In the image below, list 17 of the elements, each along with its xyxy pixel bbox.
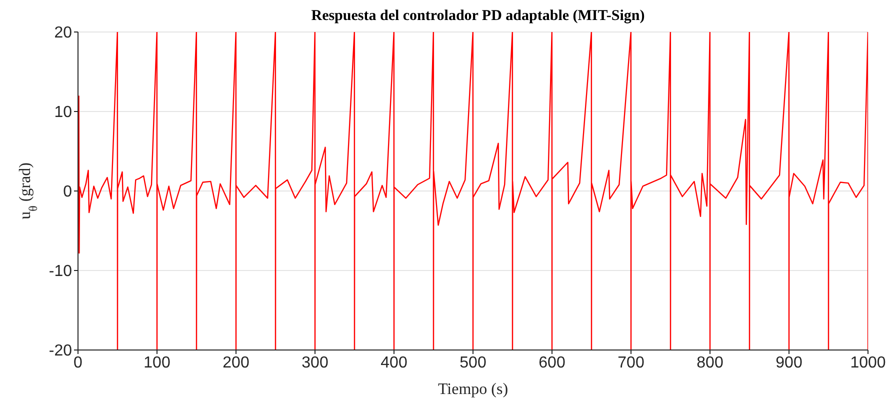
x-tick-label: 300 xyxy=(302,354,328,372)
x-tick-label: 900 xyxy=(776,354,802,372)
x-tick-label: 200 xyxy=(222,354,250,372)
x-tick-label: 100 xyxy=(144,354,170,372)
y-tick-label: -10 xyxy=(48,263,72,280)
x-tick-label: 600 xyxy=(538,354,566,372)
x-axis-title: Tiempo (s) xyxy=(438,381,508,398)
x-tick-label: 400 xyxy=(380,354,408,372)
x-tick-label: 1000 xyxy=(850,354,886,372)
x-tick-label: 800 xyxy=(696,354,724,372)
y-tick-label: 0 xyxy=(63,184,72,201)
x-tick-label: 700 xyxy=(618,354,644,372)
y-tick-label: 10 xyxy=(54,104,72,122)
chart-title: Respuesta del controlador PD adaptable (MIT-Sign) xyxy=(310,8,646,26)
y-tick-label: -20 xyxy=(48,342,72,360)
y-tick-label: 20 xyxy=(54,24,72,42)
x-tick-label: 500 xyxy=(460,354,486,372)
